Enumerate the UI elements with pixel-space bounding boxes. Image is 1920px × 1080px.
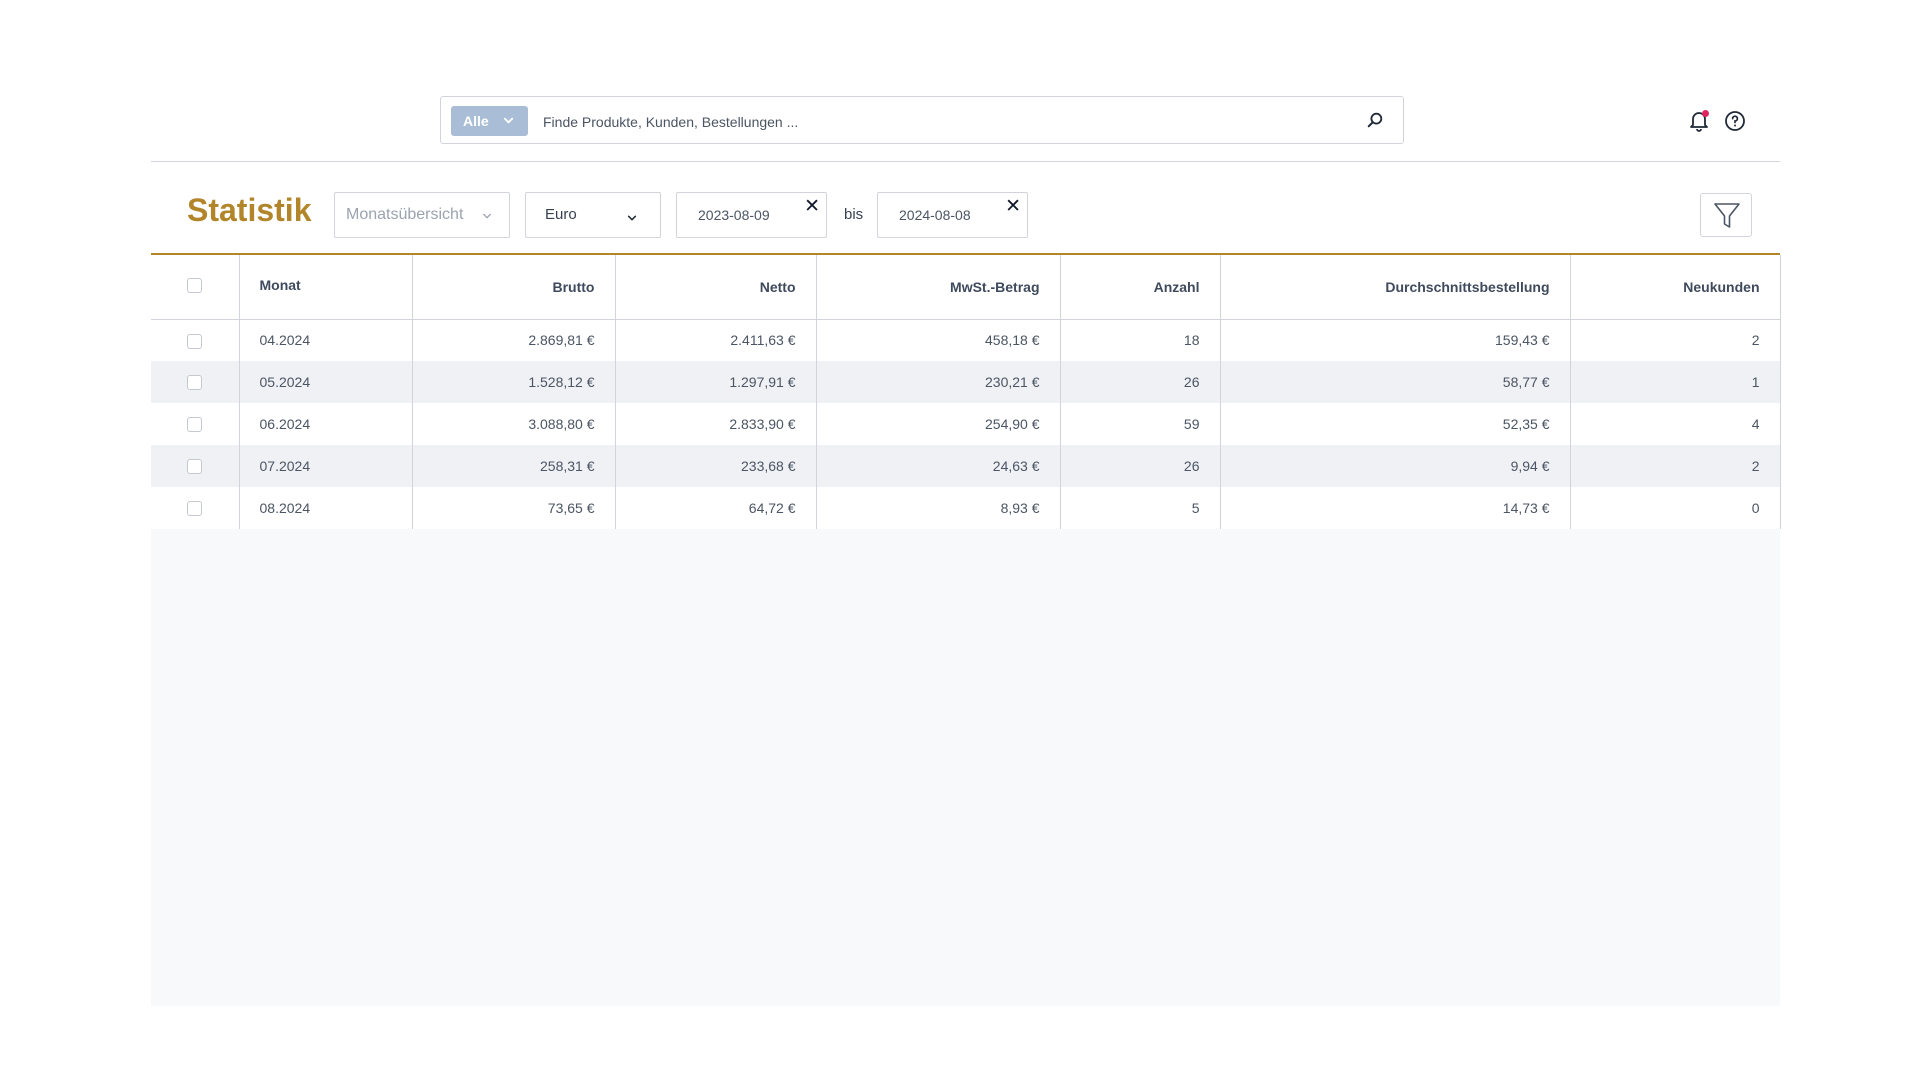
cell-monat: 06.2024: [238, 403, 412, 445]
cell-anzahl: 26: [1059, 361, 1220, 403]
row-select-cell: [151, 487, 239, 529]
cell-monat: 08.2024: [238, 487, 412, 529]
cell-mwst-betrag: 254,90 €: [815, 403, 1060, 445]
chevron-down-icon: [503, 117, 514, 124]
cell-mwst-betrag: 24,63 €: [815, 445, 1060, 487]
cell-durchschnittsbestellung: 14,73 €: [1219, 487, 1570, 529]
cell-durchschnittsbestellung: 9,94 €: [1219, 445, 1570, 487]
cell-anzahl: 5: [1059, 487, 1220, 529]
filter-icon: [1714, 203, 1740, 228]
row-checkbox[interactable]: [187, 459, 203, 475]
page-title: Statistik: [187, 192, 312, 228]
table-row[interactable]: 06.2024 3.088,80 € 2.833,90 € 254,90 € 5…: [151, 403, 1781, 445]
currency-select[interactable]: Euro: [525, 192, 661, 238]
date-to-field[interactable]: 2024-08-08 ✕: [877, 192, 1028, 238]
column-header-mwst-betrag[interactable]: MwSt.-Betrag: [815, 255, 1060, 320]
column-header-durchschnittsbestellung[interactable]: Durchschnittsbestellung: [1219, 255, 1570, 320]
cell-netto: 2.411,63 €: [614, 319, 816, 361]
clear-date-from-button[interactable]: ✕: [804, 196, 820, 217]
chevron-down-icon: [483, 213, 491, 219]
cell-anzahl: 18: [1059, 319, 1220, 361]
cell-brutto: 258,31 €: [411, 445, 615, 487]
cell-mwst-betrag: 458,18 €: [815, 319, 1060, 361]
cell-netto: 2.833,90 €: [614, 403, 816, 445]
column-header-anzahl[interactable]: Anzahl: [1059, 255, 1220, 320]
column-header-neukunden[interactable]: Neukunden: [1569, 255, 1781, 320]
statistics-table: Monat Brutto Netto MwSt.-Betrag Anzahl D…: [151, 255, 1781, 529]
cell-monat: 04.2024: [238, 319, 412, 361]
row-checkbox[interactable]: [187, 333, 203, 349]
column-header-monat[interactable]: Monat: [238, 255, 412, 320]
header-divider: [151, 161, 1780, 162]
help-icon[interactable]: [1724, 110, 1746, 132]
row-select-cell: [151, 361, 239, 403]
row-select-cell: [151, 403, 239, 445]
search-scope-dropdown[interactable]: Alle: [451, 106, 528, 136]
cell-netto: 233,68 €: [614, 445, 816, 487]
cell-durchschnittsbestellung: 58,77 €: [1219, 361, 1570, 403]
cell-anzahl: 59: [1059, 403, 1220, 445]
cell-neukunden: 4: [1569, 403, 1781, 445]
cell-monat: 07.2024: [238, 445, 412, 487]
table-header-row: Monat Brutto Netto MwSt.-Betrag Anzahl D…: [151, 255, 1781, 320]
row-select-cell: [151, 319, 239, 361]
filter-button[interactable]: [1700, 193, 1752, 237]
column-header-netto[interactable]: Netto: [614, 255, 816, 320]
currency-select-value: Euro: [545, 206, 577, 223]
row-checkbox[interactable]: [187, 417, 203, 433]
date-from-value: 2023-08-09: [698, 207, 770, 223]
notification-badge: [1702, 110, 1709, 117]
view-select[interactable]: Monatsübersicht: [334, 192, 510, 238]
table-row[interactable]: 04.2024 2.869,81 € 2.411,63 € 458,18 € 1…: [151, 319, 1781, 361]
view-select-value: Monatsübersicht: [346, 206, 464, 223]
bell-icon[interactable]: [1687, 108, 1711, 132]
row-checkbox[interactable]: [187, 501, 203, 517]
cell-neukunden: 2: [1569, 445, 1781, 487]
statistics-table-container: Monat Brutto Netto MwSt.-Betrag Anzahl D…: [151, 253, 1781, 1006]
cell-brutto: 1.528,12 €: [411, 361, 615, 403]
table-row[interactable]: 08.2024 73,65 € 64,72 € 8,93 € 5 14,73 €…: [151, 487, 1781, 529]
search-icon[interactable]: [1366, 111, 1384, 129]
global-search-bar: Alle: [440, 96, 1404, 144]
cell-neukunden: 0: [1569, 487, 1781, 529]
cell-anzahl: 26: [1059, 445, 1220, 487]
cell-monat: 05.2024: [238, 361, 412, 403]
cell-brutto: 3.088,80 €: [411, 403, 615, 445]
cell-durchschnittsbestellung: 159,43 €: [1219, 319, 1570, 361]
cell-brutto: 73,65 €: [411, 487, 615, 529]
search-input[interactable]: [541, 107, 1305, 137]
cell-neukunden: 2: [1569, 319, 1781, 361]
cell-mwst-betrag: 230,21 €: [815, 361, 1060, 403]
cell-neukunden: 1: [1569, 361, 1781, 403]
cell-durchschnittsbestellung: 52,35 €: [1219, 403, 1570, 445]
column-header-brutto[interactable]: Brutto: [411, 255, 615, 320]
date-range-separator: bis: [844, 206, 864, 223]
table-row[interactable]: 07.2024 258,31 € 233,68 € 24,63 € 26 9,9…: [151, 445, 1781, 487]
search-scope-label: Alle: [463, 113, 489, 129]
clear-date-to-button[interactable]: ✕: [1005, 196, 1021, 217]
date-to-value: 2024-08-08: [899, 207, 971, 223]
select-all-checkbox[interactable]: [187, 277, 203, 293]
cell-netto: 1.297,91 €: [614, 361, 816, 403]
cell-mwst-betrag: 8,93 €: [815, 487, 1060, 529]
row-checkbox[interactable]: [187, 375, 203, 391]
table-row[interactable]: 05.2024 1.528,12 € 1.297,91 € 230,21 € 2…: [151, 361, 1781, 403]
row-select-cell: [151, 445, 239, 487]
date-from-field[interactable]: 2023-08-09 ✕: [676, 192, 827, 238]
cell-brutto: 2.869,81 €: [411, 319, 615, 361]
select-all-cell: [151, 255, 239, 320]
table-accent-line: [151, 253, 1780, 255]
cell-netto: 64,72 €: [614, 487, 816, 529]
chevron-down-icon: [627, 215, 637, 221]
